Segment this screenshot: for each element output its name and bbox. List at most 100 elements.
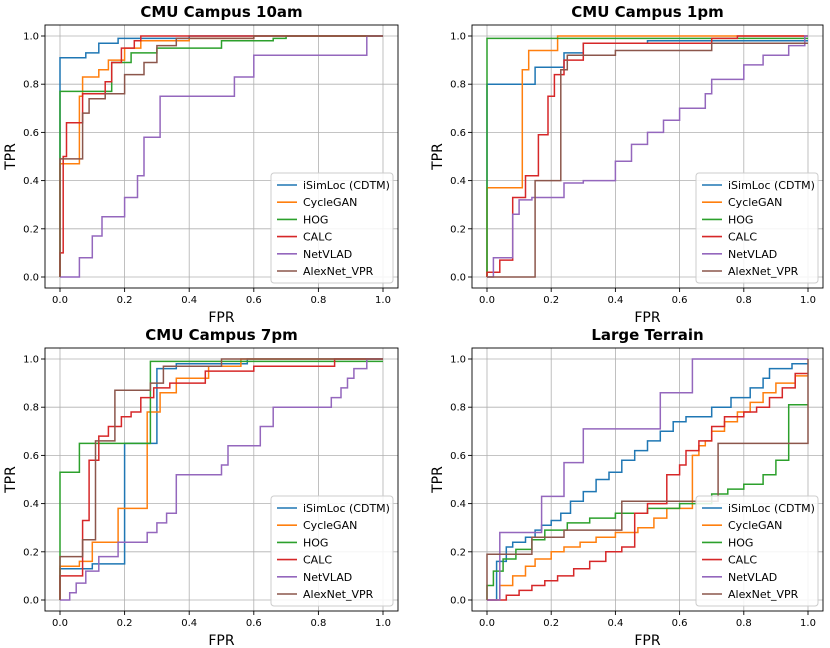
y-tick-label: 0.8 [450,403,466,414]
y-tick-label: 0.0 [23,273,39,284]
legend-box [695,495,819,607]
y-tick-label: 0.0 [450,596,466,607]
series-line-netvlad [60,358,383,601]
x-tick-label: 1.0 [800,295,816,306]
x-tick-label: 0.8 [310,295,326,306]
y-tick-label: 1.0 [23,355,39,366]
series-line-isimloc-cdtm- [59,35,383,277]
plot-frame [44,347,399,612]
legend-label: iSimLoc (CDTM) [728,179,815,192]
legend-label: iSimLoc (CDTM) [728,502,815,515]
legend-label: iSimLoc (CDTM) [303,502,390,515]
x-tick-label: 0.2 [117,618,133,629]
chart-title: CMU Campus 10am [140,3,302,21]
y-axis-label: TPR [3,466,19,494]
x-tick-label: 0.0 [479,295,495,306]
x-tick-label: 0.2 [117,295,133,306]
x-tick-label: 0.6 [672,295,688,306]
series-group [486,35,808,278]
legend: iSimLoc (CDTM) CycleGAN HOG CALC NetVLAD Alex… [270,172,394,284]
legend-label: CycleGAN [728,519,782,532]
y-tick-label: 1.0 [450,355,466,366]
y-tick-label: 0.8 [23,403,39,414]
series-line-hog [486,37,808,277]
x-tick-label: 0.4 [181,618,197,629]
x-tick-label: 0.0 [52,295,68,306]
y-axis-label: TPR [3,143,19,171]
legend-label: AlexNet_VPR [728,588,799,601]
series-line-hog [486,404,808,600]
series-group [59,35,383,278]
x-tick-label: 0.8 [736,295,752,306]
y-tick-label: 0.0 [450,273,466,284]
x-axis-label: FPR [634,633,660,648]
y-axis-label: TPR [430,143,446,171]
y-tick-label: 0.2 [23,547,39,558]
x-tick-label: 0.2 [543,618,559,629]
legend-label: AlexNet_VPR [303,265,374,278]
x-tick-label: 0.0 [479,618,495,629]
legend: iSimLoc (CDTM) CycleGAN HOG CALC NetVLAD Alex… [695,495,819,607]
legend-label: NetVLAD [303,571,352,584]
legend-label: CycleGAN [303,519,357,532]
chart-panel-2: CMU Campus 1pm 0.0 0.2 0.4 0.6 0.8 1.0 0.0 0.2 0.… [430,3,824,326]
legend-label: HOG [728,536,753,549]
legend-label: AlexNet_VPR [728,265,799,278]
series-line-isimloc-cdtm- [486,40,808,277]
y-tick-label: 0.4 [23,499,39,510]
legend-label: HOG [303,213,328,226]
chart-title: Large Terrain [591,326,703,344]
series-line-isimloc-cdtm- [487,363,808,601]
series-line-alexnet-vpr [486,359,809,600]
series-line-calc [487,372,808,601]
y-tick-label: 0.4 [450,176,466,187]
x-axis-label: FPR [634,310,660,326]
plot-frame [471,24,824,289]
plot-frame [471,347,824,612]
series-line-netvlad [60,35,383,278]
legend-box [270,495,394,607]
legend-label: HOG [728,213,753,226]
x-tick-label: 0.4 [607,618,623,629]
series-line-calc [59,358,383,600]
legend-label: CALC [303,231,332,244]
chart-title: CMU Campus 7pm [145,326,297,344]
legend: iSimLoc (CDTM) CycleGAN HOG CALC NetVLAD Alex… [270,495,394,607]
series-line-calc [59,35,383,277]
series-line-alexnet-vpr [487,42,808,278]
x-tick-label: 0.6 [246,618,262,629]
x-axis-label: FPR [208,310,234,326]
x-tick-label: 0.4 [607,295,623,306]
y-tick-label: 0.2 [23,224,39,235]
y-tick-label: 0.6 [450,128,466,139]
legend-box [695,172,819,284]
y-tick-label: 0.8 [23,80,39,91]
chart-panel-1: CMU Campus 10am 0.0 0.2 0.4 0.6 0.8 1.0 0.0 0.2 0… [3,3,399,326]
series-line-hog [59,360,383,600]
x-tick-label: 0.6 [246,295,262,306]
y-tick-label: 0.4 [450,499,466,510]
legend: iSimLoc (CDTM) CycleGAN HOG CALC NetVLAD Alex… [695,172,819,284]
y-axis-label: TPR [430,466,446,494]
y-tick-label: 0.6 [450,451,466,462]
series-line-netvlad [487,35,808,278]
series-line-cyclegan [486,35,808,277]
legend-label: iSimLoc (CDTM) [303,179,390,192]
legend-label: CycleGAN [728,196,782,209]
x-tick-label: 1.0 [375,295,391,306]
series-group [486,358,809,601]
y-tick-label: 0.8 [450,80,466,91]
y-tick-label: 1.0 [23,32,39,43]
y-tick-label: 0.2 [450,224,466,235]
legend-label: NetVLAD [728,571,777,584]
y-tick-label: 0.6 [23,451,39,462]
legend-label: CALC [728,554,757,567]
legend-box [270,172,394,284]
x-tick-label: 0.8 [310,618,326,629]
legend-label: NetVLAD [728,248,777,261]
chart-panel-4: Large Terrain 0.0 0.2 0.4 0.6 0.8 1.0 0.0 0.2 0.4… [430,326,824,648]
y-tick-label: 0.0 [23,596,39,607]
legend-label: CALC [303,554,332,567]
x-tick-label: 0.4 [181,295,197,306]
